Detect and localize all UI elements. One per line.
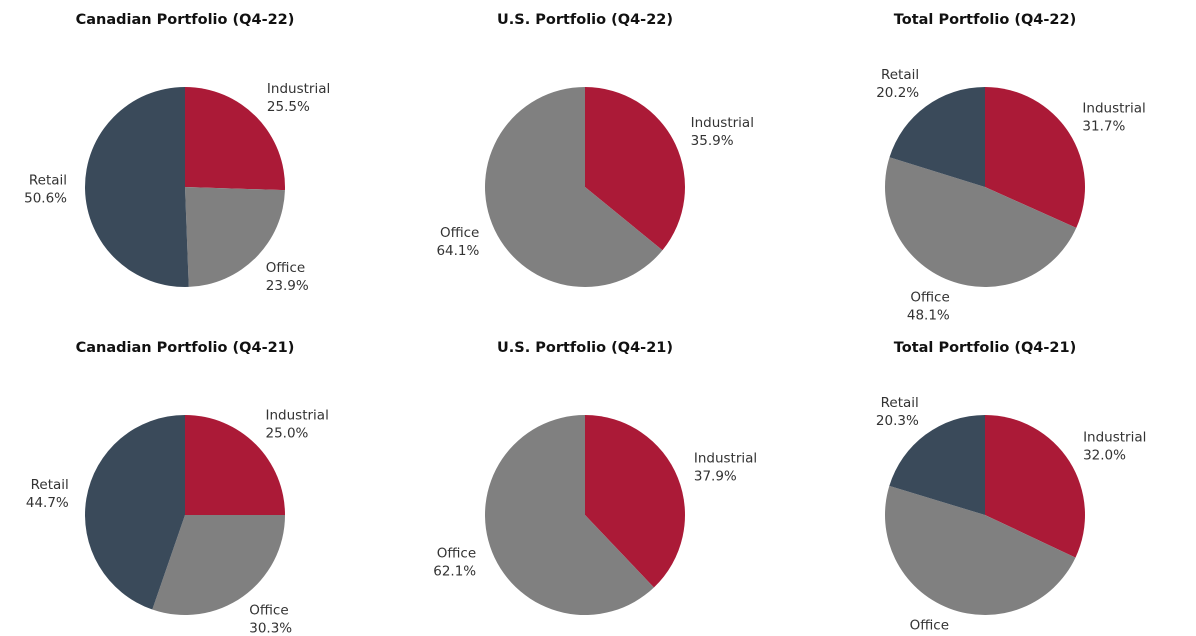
slice-label: Retail (31, 477, 69, 493)
slice-value-label: 25.5% (267, 99, 310, 115)
slice-value-label: 44.7% (26, 495, 69, 511)
pie-slice (985, 87, 1085, 228)
slice-value-label: 20.2% (876, 85, 919, 101)
pie-slice (85, 415, 185, 610)
pie-slice (484, 415, 654, 615)
slice-label: Retail (881, 395, 919, 411)
chart-title: Total Portfolio (Q4-22) (894, 12, 1076, 28)
slice-label: Industrial (267, 81, 330, 97)
pie-slice (185, 415, 285, 515)
slice-value-label: 31.7% (1082, 118, 1125, 134)
slice-value-label: 32.0% (1083, 447, 1126, 463)
chart-title: U.S. Portfolio (Q4-21) (497, 340, 673, 356)
pie-slice (985, 415, 1086, 558)
slice-label: Office (437, 545, 476, 561)
pie-slice (889, 415, 985, 515)
slice-label: Retail (881, 67, 919, 83)
pie-slice (585, 415, 685, 588)
pie-slice (152, 515, 285, 615)
chart-title: Canadian Portfolio (Q4-21) (76, 340, 295, 356)
chart-title: Canadian Portfolio (Q4-22) (76, 12, 295, 28)
slice-value-label: 35.9% (691, 133, 734, 149)
slice-label: Office (266, 260, 305, 276)
pie-slice (585, 87, 686, 251)
pie-slice (84, 87, 189, 287)
slice-label: Retail (29, 172, 67, 188)
slice-value-label: 37.9% (694, 469, 737, 485)
slice-value-label: 23.9% (266, 278, 309, 294)
slice-label: Industrial (694, 451, 757, 467)
slice-value-label: 64.1% (436, 243, 479, 259)
slice-label: Industrial (1083, 429, 1146, 445)
slice-value-label: 25.0% (266, 425, 309, 441)
pie-slice (485, 87, 663, 287)
slice-label: Industrial (1082, 100, 1145, 116)
slice-value-label: 62.1% (433, 563, 476, 579)
pie-slice (185, 87, 285, 191)
chart-title: Total Portfolio (Q4-21) (894, 340, 1076, 356)
slice-value-label: 30.3% (249, 620, 292, 636)
slice-label: Office (249, 602, 288, 618)
pie-slice (889, 87, 985, 187)
slice-label: Office (910, 617, 949, 633)
slice-value-label: 50.6% (24, 190, 67, 206)
chart-title: U.S. Portfolio (Q4-22) (497, 12, 673, 28)
slice-label: Office (440, 225, 479, 241)
slice-value-label: 20.3% (876, 413, 919, 429)
slice-label: Office (910, 290, 949, 306)
slice-label: Industrial (266, 407, 329, 423)
pie-slice (185, 187, 285, 287)
pie-slice (884, 157, 1077, 288)
slice-value-label: 48.1% (907, 308, 950, 324)
slice-label: Industrial (691, 115, 754, 131)
pie-slice (885, 485, 1076, 615)
